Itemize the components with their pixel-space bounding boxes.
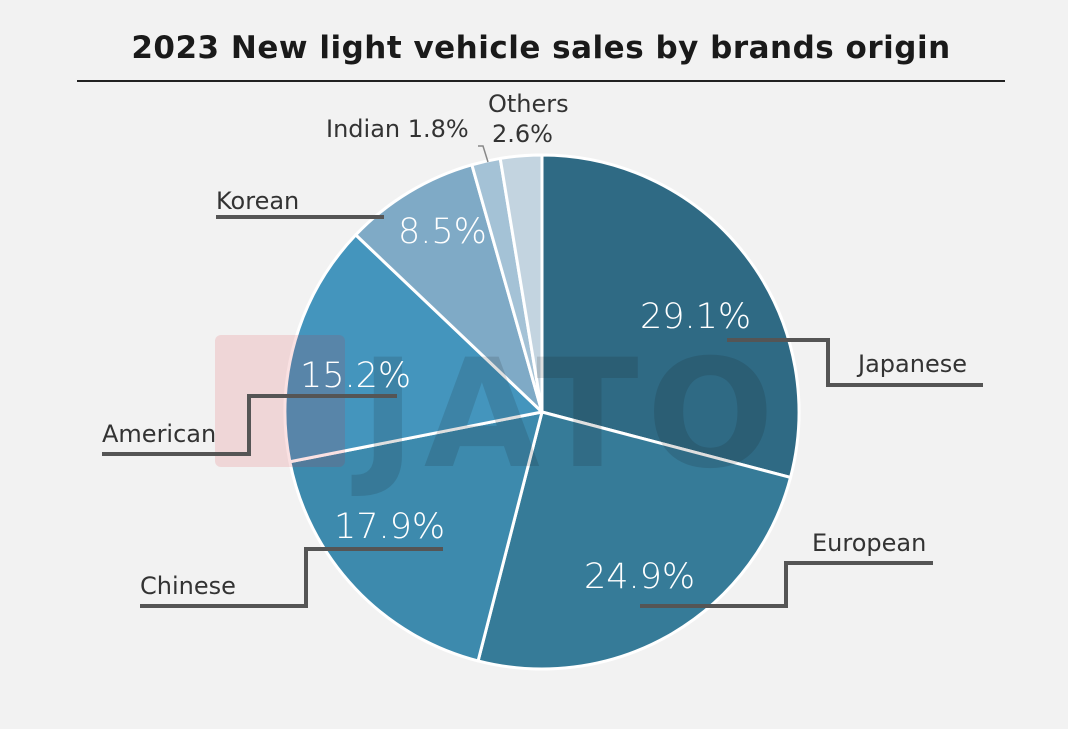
svg-text:JATO: JATO [351, 328, 782, 502]
value-european: 24.9% [584, 557, 695, 597]
value-korean: 8.5% [398, 212, 487, 252]
value-others: 2.6% [492, 120, 553, 148]
label-european: European [812, 529, 926, 557]
label-american: American [102, 420, 216, 448]
pie-slice-chinese [288, 410, 544, 663]
pie-slice-others [498, 153, 544, 414]
value-american: 15.2% [300, 356, 411, 396]
value-japanese: 29.1% [640, 297, 751, 337]
label-indian: Indian 1.8% [326, 115, 469, 143]
pie-slice-american [283, 233, 544, 464]
label-indian-name: Indian [326, 115, 400, 143]
pie-slice-european [476, 410, 793, 671]
leader-line-indian [478, 145, 489, 163]
leader-line-european [640, 561, 933, 608]
value-indian: 1.8% [408, 115, 469, 143]
leader-line-american [102, 394, 397, 456]
leader-lines [102, 145, 983, 608]
value-chinese: 17.9% [334, 507, 445, 547]
pie-slice-japanese [540, 153, 801, 479]
pie-slices [283, 153, 801, 671]
chart-title: 2023 New light vehicle sales by brands o… [131, 30, 951, 66]
leader-line-japanese [727, 338, 983, 387]
pie-slice-korean [354, 163, 544, 414]
title-underline [77, 80, 1005, 82]
leader-line-chinese [140, 547, 443, 608]
label-japanese: Japanese [856, 350, 967, 378]
label-chinese: Chinese [140, 572, 236, 600]
label-others: Others [488, 90, 569, 118]
label-korean: Korean [216, 187, 299, 215]
